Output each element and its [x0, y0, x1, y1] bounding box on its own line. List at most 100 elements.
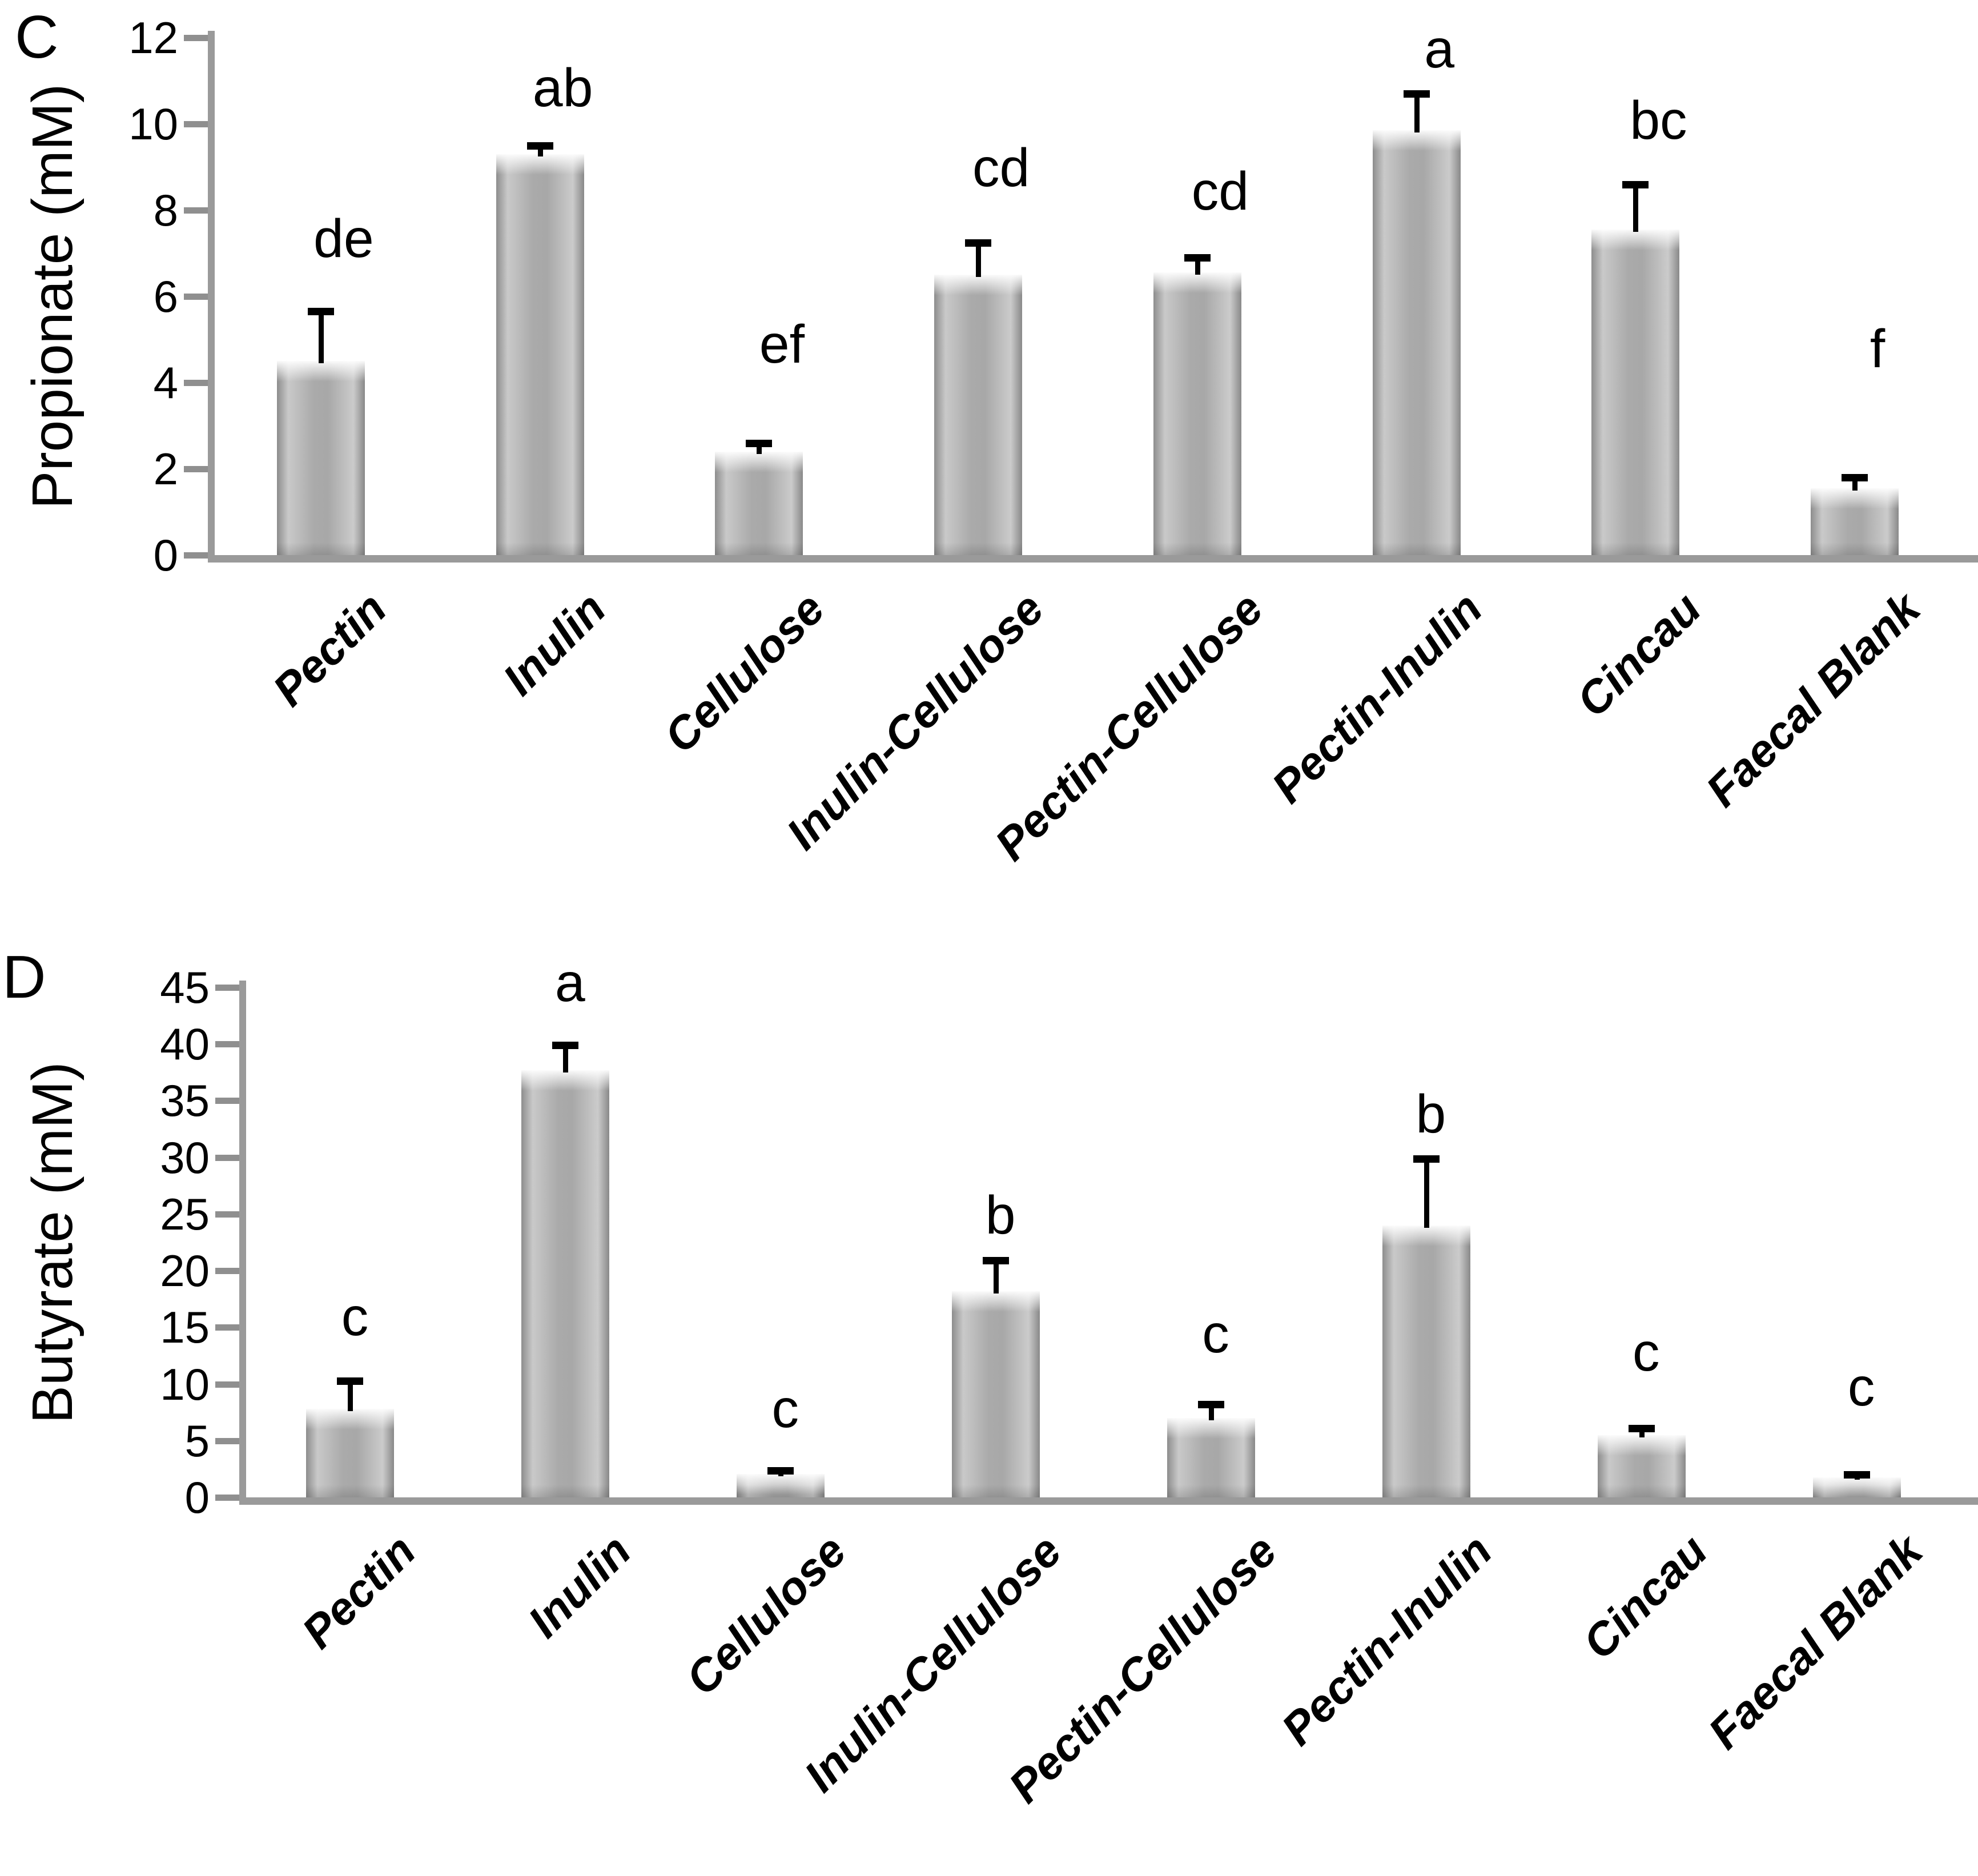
y-axis-line — [239, 981, 246, 1497]
panel-c: C Propionate (mM) 0 2 4 6 8 10 12 de Pectin ab Inuli… — [15, 3, 1978, 870]
y-axis-tick — [215, 1437, 239, 1444]
y-axis-tick-label: 0 — [153, 530, 178, 580]
bar-pectin-inulin — [1382, 1225, 1470, 1498]
y-axis-tick-label: 45 — [160, 962, 210, 1013]
x-axis-line — [208, 555, 1978, 563]
y-axis-tick — [215, 1154, 239, 1161]
x-axis-label: Faecal Blank — [1696, 583, 1930, 817]
error-bar-line — [1414, 94, 1420, 133]
bar-pectin — [306, 1409, 395, 1497]
significance-label: c — [1847, 1357, 1875, 1418]
error-bar-line — [778, 1471, 784, 1477]
significance-label: cd — [972, 137, 1030, 198]
x-axis-label: Cincau — [1567, 583, 1711, 726]
y-axis-title: Butyrate (mM) — [21, 1062, 85, 1424]
y-axis-tick — [184, 294, 208, 300]
significance-label: ab — [532, 57, 593, 118]
y-axis-tick — [184, 466, 208, 472]
y-axis-tick — [215, 1211, 239, 1218]
bar-pectin-inulin — [1372, 130, 1461, 555]
y-axis-tick-label: 4 — [153, 357, 178, 408]
y-axis-tick — [184, 35, 208, 41]
error-bar-cap — [965, 239, 992, 247]
bar-inulin — [521, 1070, 610, 1498]
error-bar-line — [1208, 1404, 1214, 1421]
error-bar-line — [994, 1260, 999, 1293]
y-axis-tick — [184, 207, 208, 214]
significance-label: bc — [1630, 90, 1687, 151]
y-axis-tick — [215, 1268, 239, 1275]
y-axis-tick-label: 20 — [160, 1246, 210, 1296]
error-bar-cap — [1843, 1471, 1870, 1479]
y-axis-tick-label: 10 — [160, 1359, 210, 1409]
x-axis-label: Pectin-Inulin — [1271, 1525, 1502, 1755]
x-axis-label: Inulin-Cellulose — [777, 583, 1054, 859]
x-axis-label: Pectin — [263, 583, 396, 716]
significance-label: b — [1416, 1083, 1446, 1144]
error-bar-line — [348, 1380, 353, 1412]
error-bar-cap — [526, 142, 553, 150]
y-axis-tick-label: 25 — [160, 1188, 210, 1239]
bar-inulin — [496, 154, 584, 556]
error-bar-cap — [1622, 180, 1649, 188]
x-axis-label: Faecal Blank — [1698, 1525, 1932, 1759]
error-bar-line — [1424, 1158, 1429, 1228]
error-bar-cap — [552, 1042, 579, 1050]
y-axis-tick-label: 2 — [153, 444, 178, 494]
significance-label: de — [313, 208, 374, 270]
error-bar-line — [563, 1045, 569, 1072]
x-axis-label: Inulin — [518, 1525, 641, 1648]
significance-label: cd — [1191, 161, 1249, 222]
significance-label: f — [1870, 318, 1885, 379]
error-bar-cap — [1842, 474, 1868, 482]
y-axis-tick-label: 6 — [153, 271, 178, 322]
error-bar-cap — [746, 439, 773, 447]
y-axis-tick-label: 8 — [153, 185, 178, 235]
y-axis-tick — [215, 1324, 239, 1331]
y-axis-tick-label: 12 — [128, 13, 178, 63]
y-axis-tick-label: 5 — [184, 1415, 210, 1466]
bar-pectin — [276, 361, 365, 555]
significance-label: b — [985, 1184, 1016, 1246]
x-axis-label: Pectin-Inulin — [1261, 583, 1492, 813]
bar-pectin-cellulose — [1167, 1418, 1255, 1497]
y-axis-tick — [215, 1098, 239, 1104]
x-axis-line — [239, 1497, 1978, 1505]
significance-label: c — [341, 1287, 369, 1348]
bar-faecal-blank — [1811, 488, 1899, 555]
y-axis-tick-label: 30 — [160, 1132, 210, 1183]
y-axis-title: Propionate (mM) — [21, 83, 85, 509]
y-axis-tick — [215, 1381, 239, 1388]
error-bar-line — [318, 311, 324, 364]
x-axis-label: Cellulose — [676, 1525, 856, 1705]
panel-letter: C — [15, 3, 59, 71]
x-axis-label: Pectin-Cellulose — [985, 583, 1273, 870]
y-axis-tick-label: 10 — [128, 99, 178, 149]
y-axis-tick — [184, 380, 208, 386]
error-bar-cap — [1628, 1424, 1655, 1432]
bar-pectin-cellulose — [1153, 272, 1241, 555]
error-bar-line — [1633, 184, 1639, 232]
error-bar-cap — [1403, 90, 1430, 98]
bar-cincau — [1597, 1435, 1686, 1498]
error-bar-line — [1854, 1475, 1860, 1480]
y-axis-tick-label: 15 — [160, 1302, 210, 1353]
error-bar-cap — [983, 1257, 1010, 1265]
y-axis-tick — [184, 552, 208, 559]
y-axis-tick — [215, 1495, 239, 1501]
y-axis-tick — [184, 121, 208, 127]
bar-inulin-cellulose — [952, 1291, 1040, 1498]
x-axis-label: Pectin — [292, 1525, 425, 1658]
error-bar-cap — [1184, 254, 1211, 262]
error-bar-line — [537, 145, 543, 156]
error-bar-cap — [767, 1467, 794, 1475]
significance-label: a — [554, 952, 585, 1013]
y-axis-tick — [215, 985, 239, 991]
bar-cellulose — [737, 1474, 825, 1497]
error-bar-line — [757, 443, 762, 454]
y-axis-tick-label: 40 — [160, 1019, 210, 1070]
significance-label: c — [771, 1378, 799, 1439]
error-bar-line — [1639, 1428, 1645, 1437]
panel-letter: D — [2, 943, 46, 1011]
significance-label: c — [1202, 1303, 1229, 1364]
